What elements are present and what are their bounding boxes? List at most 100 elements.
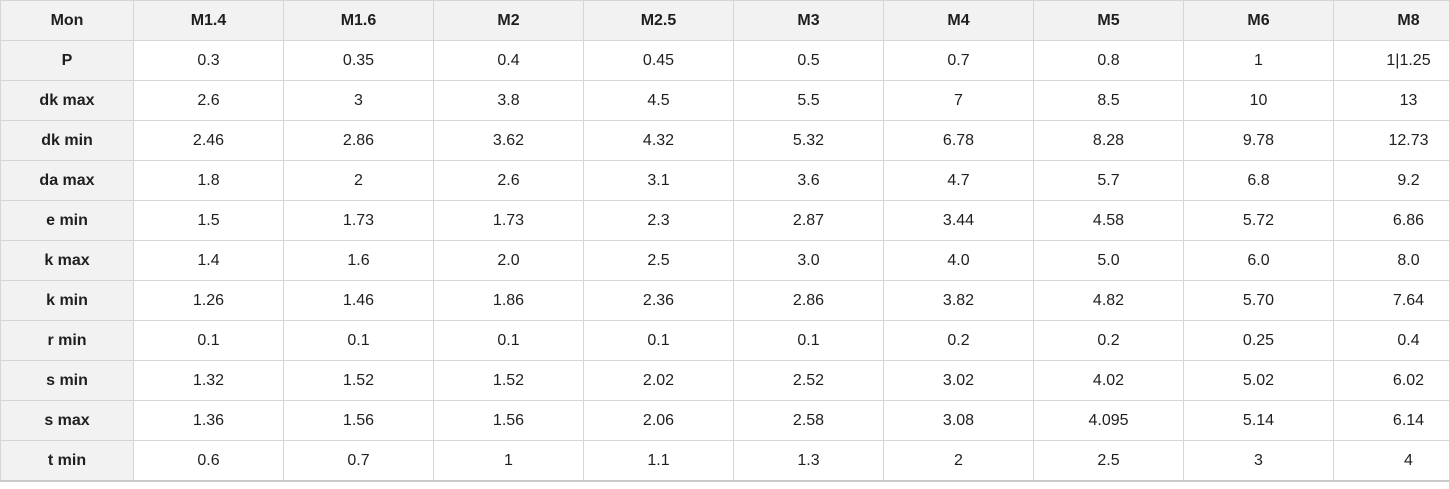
data-cell: 8.0 xyxy=(1333,240,1449,281)
data-cell: 0.8 xyxy=(1033,40,1184,81)
data-cell: 6.14 xyxy=(1333,400,1449,441)
data-cell: 0.4 xyxy=(433,40,584,81)
data-cell: 1.32 xyxy=(133,360,284,401)
data-cell: 4.7 xyxy=(883,160,1034,201)
data-cell: 1.1 xyxy=(583,440,734,482)
data-cell: 0.1 xyxy=(433,320,584,361)
data-cell: 0.1 xyxy=(133,320,284,361)
data-cell: 0.5 xyxy=(733,40,884,81)
data-cell: 5.14 xyxy=(1183,400,1334,441)
data-cell: 1.52 xyxy=(283,360,434,401)
data-cell: 0.45 xyxy=(583,40,734,81)
data-cell: 4.82 xyxy=(1033,280,1184,321)
data-cell: 2.5 xyxy=(1033,440,1184,482)
data-cell: 1 xyxy=(433,440,584,482)
data-cell: 0.35 xyxy=(283,40,434,81)
table-row: P 0.3 0.35 0.4 0.45 0.5 0.7 0.8 1 1|1.25 xyxy=(0,40,1449,81)
data-cell: 4.0 xyxy=(883,240,1034,281)
data-cell: 4.095 xyxy=(1033,400,1184,441)
data-cell: 5.5 xyxy=(733,80,884,121)
data-cell: 3.0 xyxy=(733,240,884,281)
column-header-cell: M4 xyxy=(883,0,1034,41)
data-cell: 3 xyxy=(1183,440,1334,482)
data-cell: 0.7 xyxy=(883,40,1034,81)
data-cell: 1.73 xyxy=(283,200,434,241)
data-cell: 0.1 xyxy=(283,320,434,361)
data-cell: 4.5 xyxy=(583,80,734,121)
row-label: P xyxy=(0,40,134,81)
data-cell: 0.6 xyxy=(133,440,284,482)
data-cell: 2.87 xyxy=(733,200,884,241)
table-row: k max 1.4 1.6 2.0 2.5 3.0 4.0 5.0 6.0 8.0 xyxy=(0,240,1449,281)
row-label: s min xyxy=(0,360,134,401)
table-row: s max 1.36 1.56 1.56 2.06 2.58 3.08 4.095 5.14 6.… xyxy=(0,400,1449,441)
column-header-cell: M8 xyxy=(1333,0,1449,41)
data-cell: 1.8 xyxy=(133,160,284,201)
data-cell: 2.3 xyxy=(583,200,734,241)
data-cell: 1.46 xyxy=(283,280,434,321)
data-cell: 3.08 xyxy=(883,400,1034,441)
data-cell: 1.36 xyxy=(133,400,284,441)
data-cell: 5.32 xyxy=(733,120,884,161)
table-row: dk max 2.6 3 3.8 4.5 5.5 7 8.5 10 13 xyxy=(0,80,1449,121)
data-cell: 2 xyxy=(283,160,434,201)
data-cell: 0.3 xyxy=(133,40,284,81)
table-row: t min 0.6 0.7 1 1.1 1.3 2 2.5 3 4 xyxy=(0,440,1449,482)
data-cell: 2.86 xyxy=(283,120,434,161)
table-header: Mon M1.4 M1.6 M2 M2.5 M3 M4 M5 M6 M8 xyxy=(0,0,1449,41)
data-cell: 7 xyxy=(883,80,1034,121)
row-label: k min xyxy=(0,280,134,321)
column-header-cell: M6 xyxy=(1183,0,1334,41)
data-cell: 1|1.25 xyxy=(1333,40,1449,81)
table-row: dk min 2.46 2.86 3.62 4.32 5.32 6.78 8.28 9.78 12… xyxy=(0,120,1449,161)
data-cell: 2.46 xyxy=(133,120,284,161)
data-cell: 0.2 xyxy=(883,320,1034,361)
data-cell: 2.58 xyxy=(733,400,884,441)
data-cell: 0.2 xyxy=(1033,320,1184,361)
data-cell: 1.52 xyxy=(433,360,584,401)
row-label: da max xyxy=(0,160,134,201)
data-cell: 5.0 xyxy=(1033,240,1184,281)
data-cell: 1.5 xyxy=(133,200,284,241)
data-cell: 4 xyxy=(1333,440,1449,482)
row-label: s max xyxy=(0,400,134,441)
data-cell: 12.73 xyxy=(1333,120,1449,161)
data-cell: 6.0 xyxy=(1183,240,1334,281)
data-cell: 2.6 xyxy=(433,160,584,201)
data-cell: 3.44 xyxy=(883,200,1034,241)
table-row: e min 1.5 1.73 1.73 2.3 2.87 3.44 4.58 5.72 6.86 xyxy=(0,200,1449,241)
table-row: k min 1.26 1.46 1.86 2.36 2.86 3.82 4.82 5.70 7.6… xyxy=(0,280,1449,321)
data-cell: 0.1 xyxy=(733,320,884,361)
column-header-cell: M2.5 xyxy=(583,0,734,41)
data-cell: 10 xyxy=(1183,80,1334,121)
table-body: P 0.3 0.35 0.4 0.45 0.5 0.7 0.8 1 1|1.25 dk max 2.6… xyxy=(0,40,1449,482)
row-label: e min xyxy=(0,200,134,241)
data-cell: 2.06 xyxy=(583,400,734,441)
data-cell: 13 xyxy=(1333,80,1449,121)
data-cell: 6.02 xyxy=(1333,360,1449,401)
data-cell: 7.64 xyxy=(1333,280,1449,321)
data-cell: 5.02 xyxy=(1183,360,1334,401)
data-cell: 1.56 xyxy=(283,400,434,441)
data-cell: 2 xyxy=(883,440,1034,482)
row-label: r min xyxy=(0,320,134,361)
data-cell: 2.52 xyxy=(733,360,884,401)
data-cell: 9.2 xyxy=(1333,160,1449,201)
data-cell: 0.1 xyxy=(583,320,734,361)
data-cell: 4.02 xyxy=(1033,360,1184,401)
data-cell: 1.3 xyxy=(733,440,884,482)
table-row: da max 1.8 2 2.6 3.1 3.6 4.7 5.7 6.8 9.2 xyxy=(0,160,1449,201)
data-cell: 1.4 xyxy=(133,240,284,281)
data-cell: 1.86 xyxy=(433,280,584,321)
column-header-cell: M1.4 xyxy=(133,0,284,41)
data-cell: 0.7 xyxy=(283,440,434,482)
data-cell: 3.62 xyxy=(433,120,584,161)
data-cell: 5.72 xyxy=(1183,200,1334,241)
data-cell: 3.1 xyxy=(583,160,734,201)
row-label: k max xyxy=(0,240,134,281)
corner-header-cell: Mon xyxy=(0,0,134,41)
column-header-cell: M2 xyxy=(433,0,584,41)
data-cell: 4.58 xyxy=(1033,200,1184,241)
